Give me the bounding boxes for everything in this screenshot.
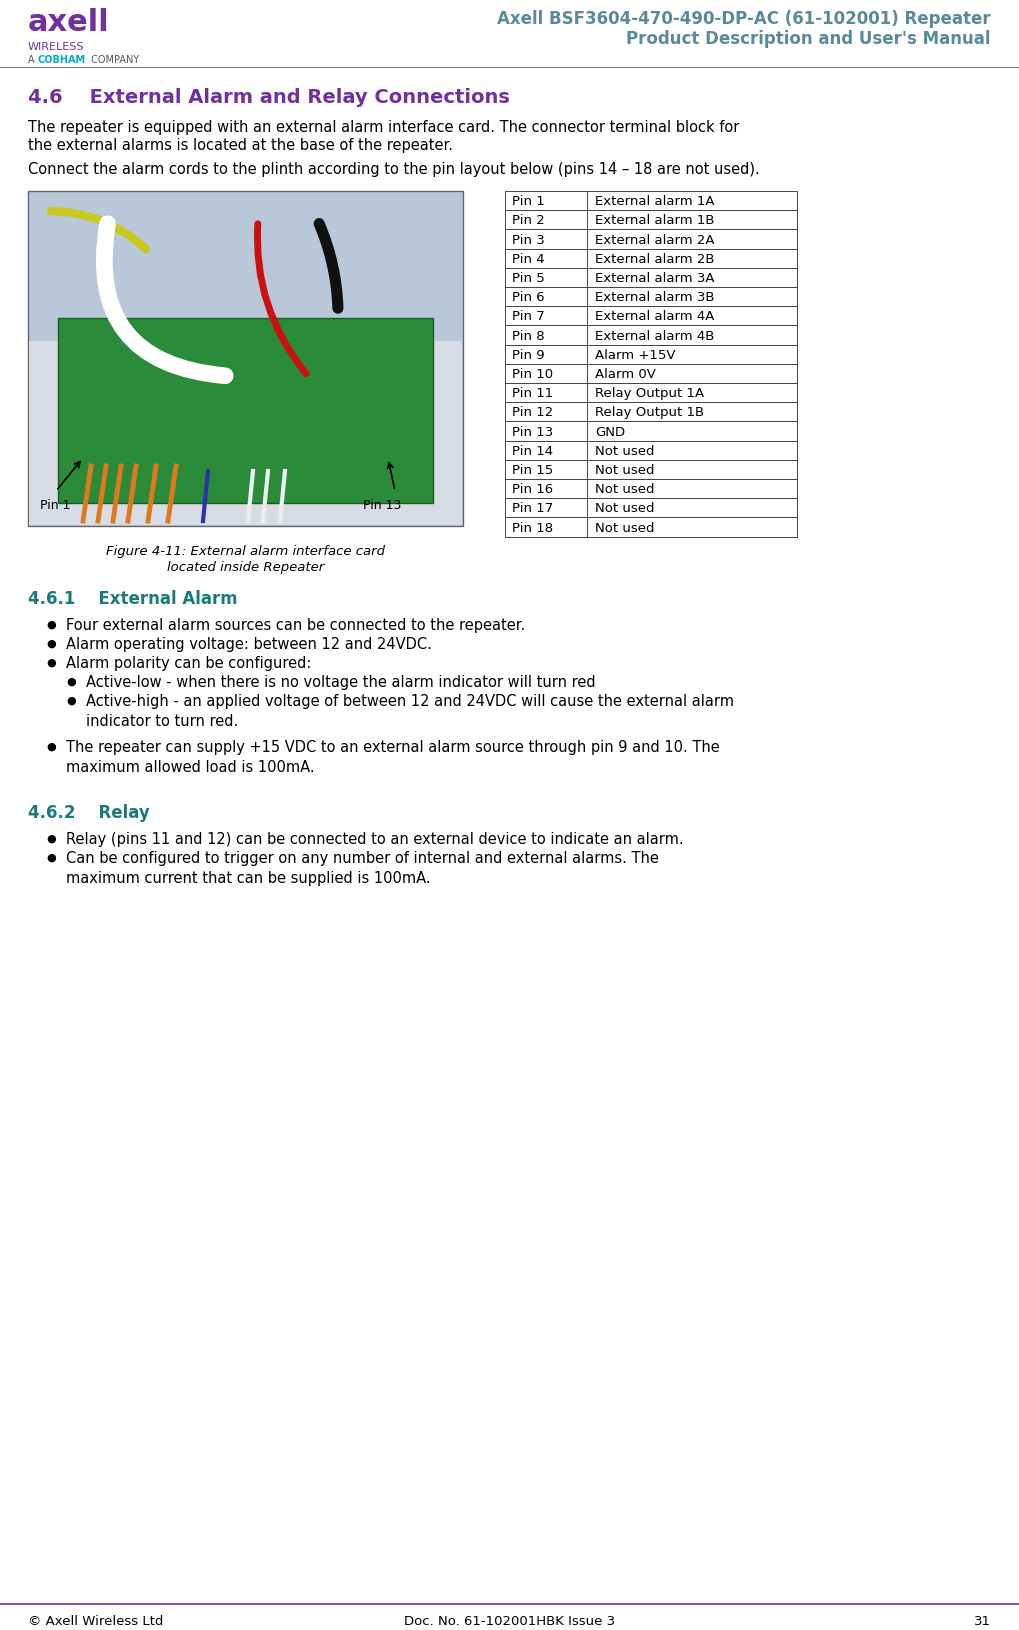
FancyArrowPatch shape xyxy=(51,212,146,249)
Text: Pin 6: Pin 6 xyxy=(512,290,544,303)
Text: ●: ● xyxy=(46,639,56,649)
Bar xyxy=(58,319,433,504)
Bar xyxy=(28,192,463,526)
Text: ●: ● xyxy=(46,742,56,751)
Text: External alarm 1A: External alarm 1A xyxy=(595,196,714,209)
Text: Relay Output 1B: Relay Output 1B xyxy=(595,406,704,419)
Text: WIRELESS: WIRELESS xyxy=(28,42,85,52)
Bar xyxy=(505,422,797,442)
Text: Pin 10: Pin 10 xyxy=(512,368,553,381)
Text: Pin 18: Pin 18 xyxy=(512,522,553,535)
Text: 4.6.1    External Alarm: 4.6.1 External Alarm xyxy=(28,590,237,608)
Text: External alarm 4A: External alarm 4A xyxy=(595,310,714,323)
FancyArrowPatch shape xyxy=(258,225,307,375)
Bar xyxy=(505,306,797,326)
Text: Alarm +15V: Alarm +15V xyxy=(595,349,676,362)
Text: Alarm polarity can be configured:: Alarm polarity can be configured: xyxy=(66,655,312,670)
Text: 4.6    External Alarm and Relay Connections: 4.6 External Alarm and Relay Connections xyxy=(28,88,509,108)
Text: axell: axell xyxy=(28,8,110,37)
Text: 4.6.2    Relay: 4.6.2 Relay xyxy=(28,804,150,822)
Text: A: A xyxy=(28,55,38,65)
Text: External alarm 3B: External alarm 3B xyxy=(595,290,714,303)
Text: External alarm 2B: External alarm 2B xyxy=(595,253,714,266)
Text: Figure 4-11: External alarm interface card: Figure 4-11: External alarm interface ca… xyxy=(106,544,385,557)
Text: Not used: Not used xyxy=(595,502,654,515)
Text: Relay (pins 11 and 12) can be connected to an external device to indicate an ala: Relay (pins 11 and 12) can be connected … xyxy=(66,831,684,846)
Text: 31: 31 xyxy=(974,1614,991,1627)
Text: Pin 13: Pin 13 xyxy=(363,499,401,512)
Bar xyxy=(505,326,797,346)
FancyArrowPatch shape xyxy=(319,225,338,310)
Text: Pin 8: Pin 8 xyxy=(512,329,544,342)
Text: Pin 2: Pin 2 xyxy=(512,214,545,227)
Text: External alarm 4B: External alarm 4B xyxy=(595,329,714,342)
Text: ●: ● xyxy=(46,619,56,629)
Text: Product Description and User's Manual: Product Description and User's Manual xyxy=(627,29,991,47)
Text: Not used: Not used xyxy=(595,482,654,496)
Text: Pin 3: Pin 3 xyxy=(512,233,545,246)
Text: Pin 7: Pin 7 xyxy=(512,310,545,323)
Text: Can be configured to trigger on any number of internal and external alarms. The
: Can be configured to trigger on any numb… xyxy=(66,851,659,885)
Bar xyxy=(505,210,797,230)
Text: Pin 9: Pin 9 xyxy=(512,349,544,362)
Bar xyxy=(505,192,797,210)
Text: COBHAM: COBHAM xyxy=(38,55,87,65)
Text: Pin 1: Pin 1 xyxy=(40,499,70,512)
Text: Axell BSF3604-470-490-DP-AC (61-102001) Repeater: Axell BSF3604-470-490-DP-AC (61-102001) … xyxy=(497,10,991,28)
Text: The repeater can supply +15 VDC to an external alarm source through pin 9 and 10: The repeater can supply +15 VDC to an ex… xyxy=(66,740,719,774)
Text: The repeater is equipped with an external alarm interface card. The connector te: The repeater is equipped with an externa… xyxy=(28,121,740,135)
Bar xyxy=(505,499,797,518)
Bar xyxy=(505,365,797,383)
Text: Alarm 0V: Alarm 0V xyxy=(595,368,656,381)
Text: Active-high - an applied voltage of between 12 and 24VDC will cause the external: Active-high - an applied voltage of betw… xyxy=(86,694,734,729)
FancyArrowPatch shape xyxy=(104,225,225,377)
Text: Pin 4: Pin 4 xyxy=(512,253,544,266)
Text: GND: GND xyxy=(595,425,625,438)
Text: Pin 17: Pin 17 xyxy=(512,502,553,515)
Bar xyxy=(505,479,797,499)
Text: © Axell Wireless Ltd: © Axell Wireless Ltd xyxy=(28,1614,163,1627)
Bar xyxy=(505,403,797,422)
Text: Connect the alarm cords to the plinth according to the pin layout below (pins 14: Connect the alarm cords to the plinth ac… xyxy=(28,161,760,178)
Text: Pin 12: Pin 12 xyxy=(512,406,553,419)
Text: the external alarms is located at the base of the repeater.: the external alarms is located at the ba… xyxy=(28,139,453,153)
Bar xyxy=(505,461,797,479)
Text: ●: ● xyxy=(46,852,56,862)
Bar xyxy=(505,269,797,289)
Text: COMPANY: COMPANY xyxy=(88,55,140,65)
Text: Relay Output 1A: Relay Output 1A xyxy=(595,386,704,399)
Bar xyxy=(505,442,797,461)
Text: Alarm operating voltage: between 12 and 24VDC.: Alarm operating voltage: between 12 and … xyxy=(66,637,432,652)
Text: ●: ● xyxy=(66,676,75,686)
Text: located inside Repeater: located inside Repeater xyxy=(167,561,324,574)
Bar xyxy=(505,346,797,365)
Bar xyxy=(505,289,797,306)
Text: External alarm 1B: External alarm 1B xyxy=(595,214,714,227)
Text: External alarm 3A: External alarm 3A xyxy=(595,272,714,285)
Text: Pin 13: Pin 13 xyxy=(512,425,553,438)
Text: Pin 1: Pin 1 xyxy=(512,196,545,209)
Text: Doc. No. 61-102001HBK Issue 3: Doc. No. 61-102001HBK Issue 3 xyxy=(404,1614,615,1627)
Bar xyxy=(505,249,797,269)
Text: External alarm 2A: External alarm 2A xyxy=(595,233,714,246)
Text: Pin 16: Pin 16 xyxy=(512,482,553,496)
Text: Active-low - when there is no voltage the alarm indicator will turn red: Active-low - when there is no voltage th… xyxy=(86,675,596,689)
Bar xyxy=(29,342,462,526)
Text: ●: ● xyxy=(46,657,56,668)
Text: Pin 14: Pin 14 xyxy=(512,445,553,458)
Text: Pin 15: Pin 15 xyxy=(512,463,553,476)
Text: Not used: Not used xyxy=(595,463,654,476)
Bar xyxy=(505,383,797,403)
Text: Not used: Not used xyxy=(595,522,654,535)
Text: Pin 5: Pin 5 xyxy=(512,272,545,285)
Text: Four external alarm sources can be connected to the repeater.: Four external alarm sources can be conne… xyxy=(66,618,525,632)
Text: Not used: Not used xyxy=(595,445,654,458)
Bar xyxy=(505,518,797,538)
Text: Pin 11: Pin 11 xyxy=(512,386,553,399)
Text: ●: ● xyxy=(46,833,56,843)
Bar xyxy=(505,230,797,249)
Text: ●: ● xyxy=(66,696,75,706)
